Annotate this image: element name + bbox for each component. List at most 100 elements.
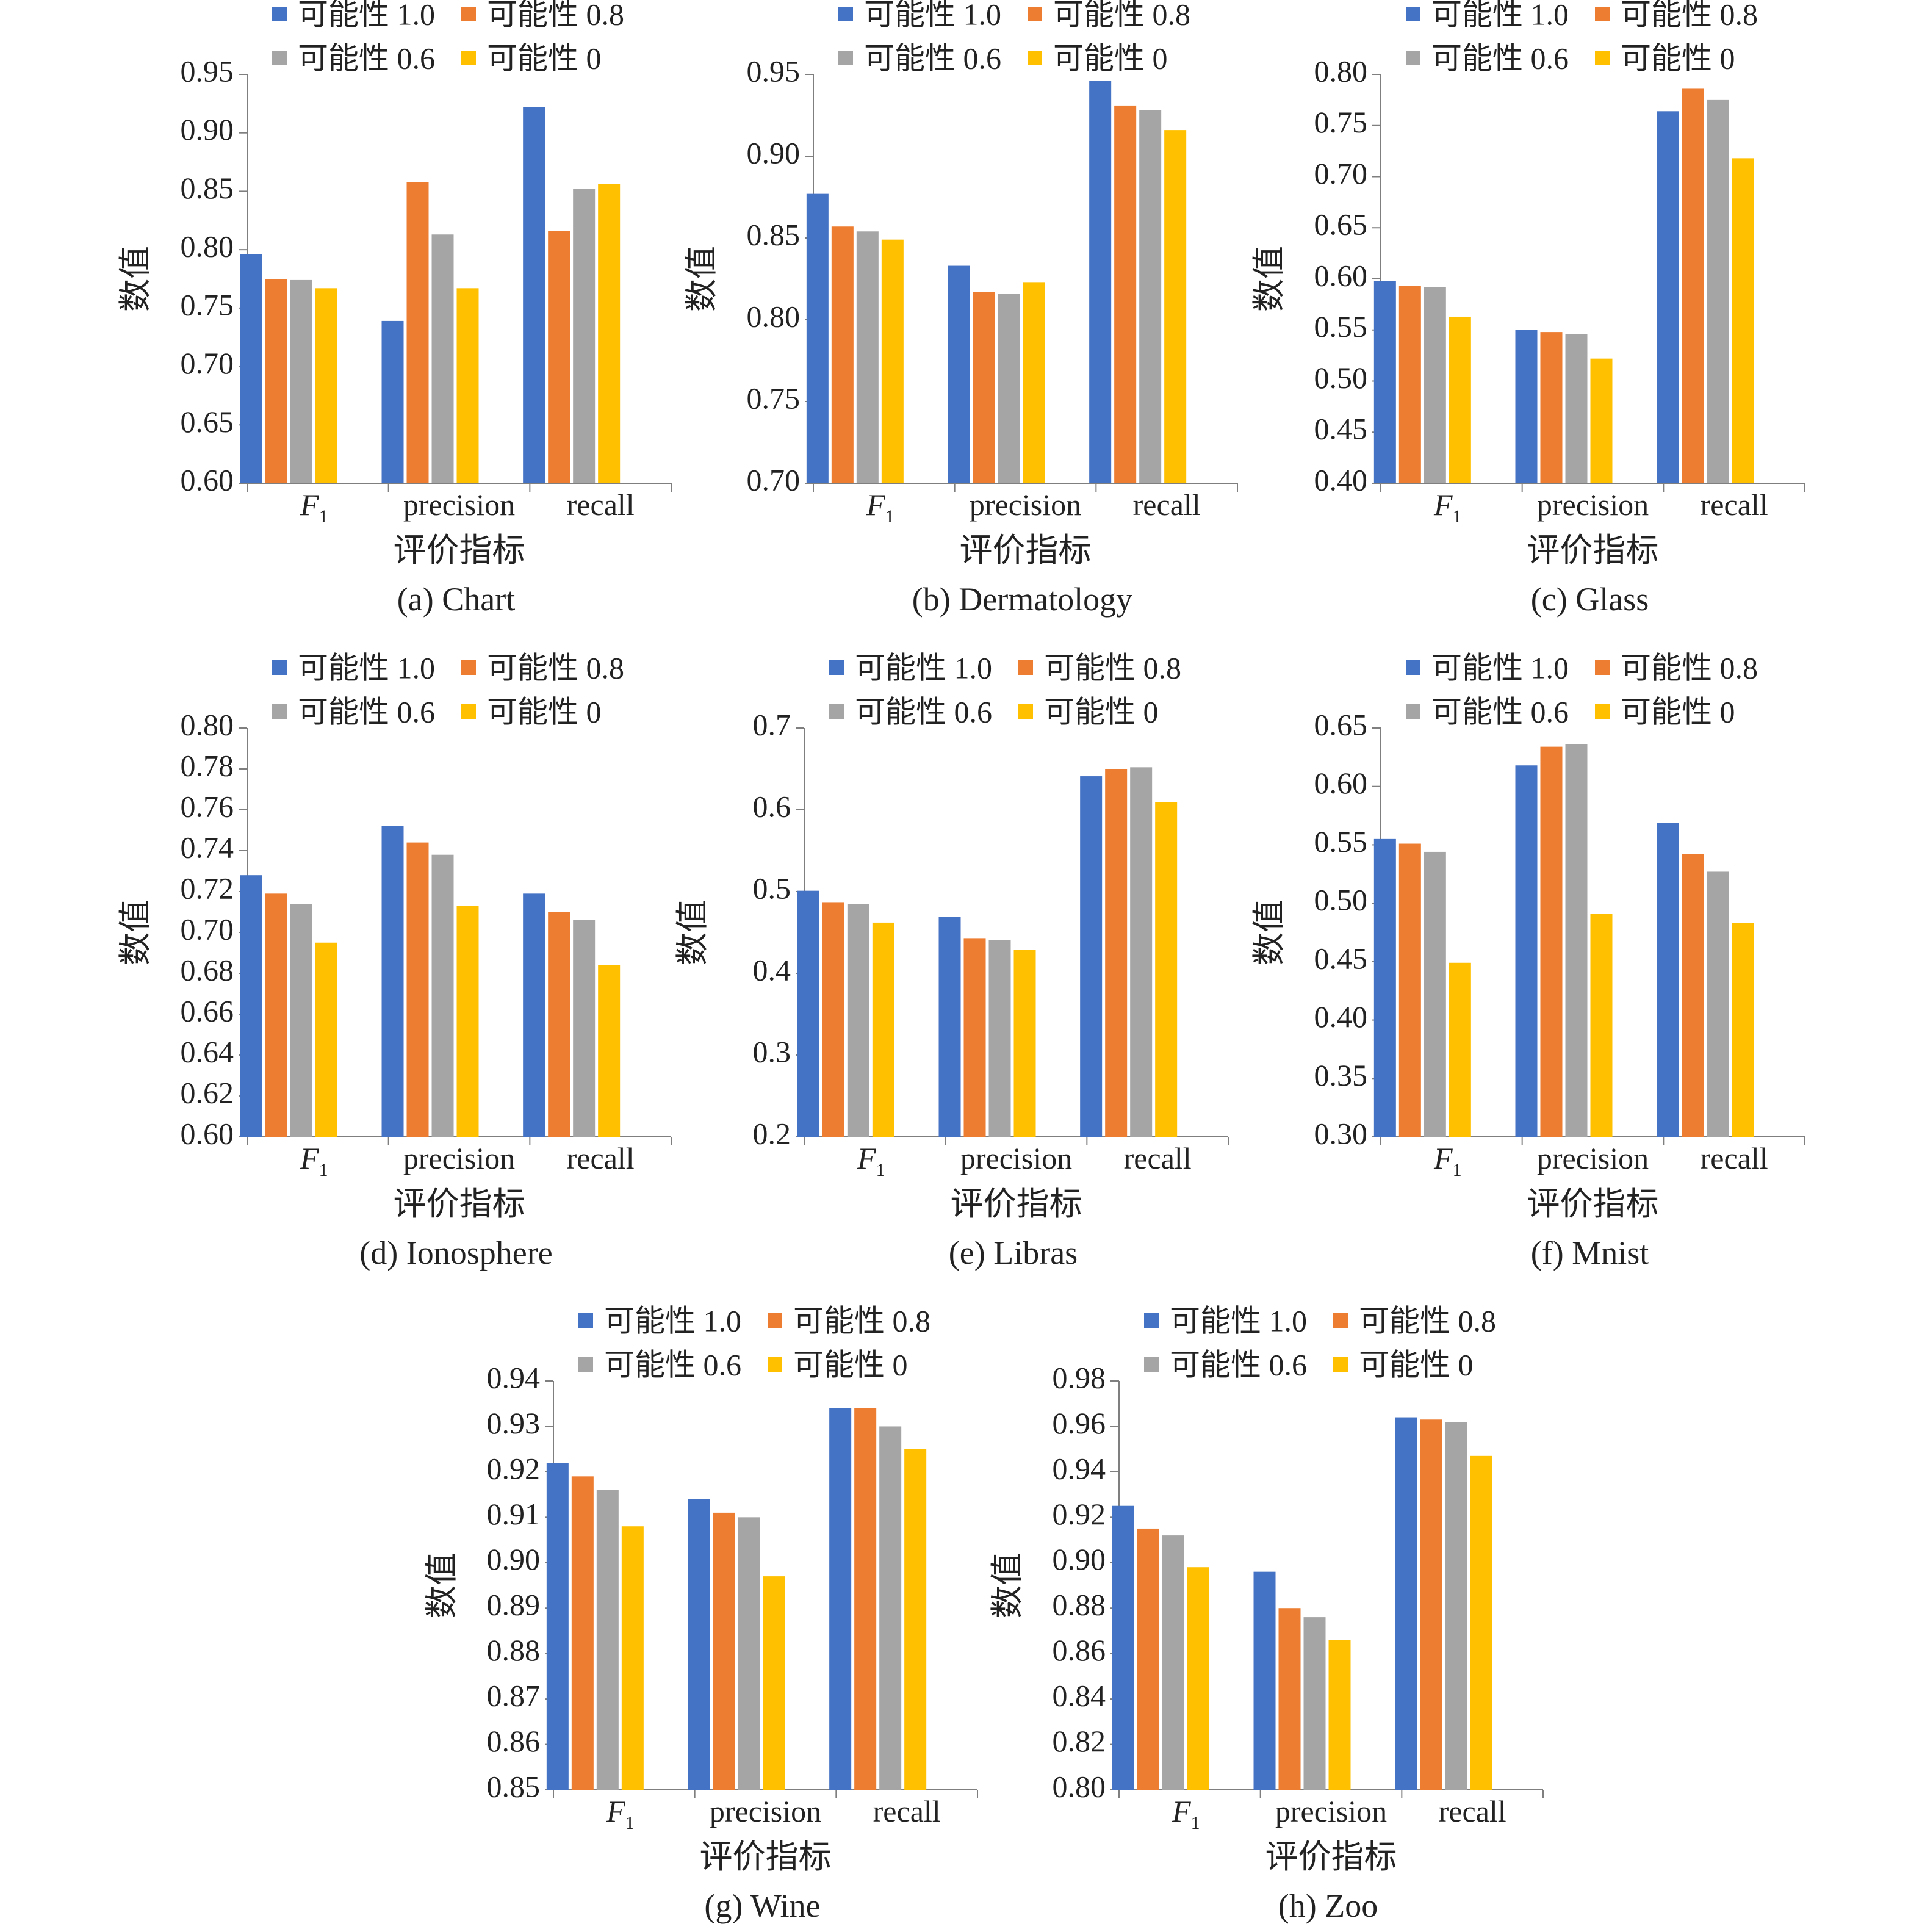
y-tick-label: 0.3 — [753, 1034, 791, 1069]
y-tick-label: 0.92 — [1053, 1497, 1106, 1531]
legend-swatch — [272, 51, 287, 65]
bar — [713, 1512, 735, 1790]
y-tick-label: 0.60 — [181, 463, 234, 497]
bar — [831, 226, 854, 483]
bar — [998, 294, 1020, 483]
legend-label: 可能性 1.0 — [298, 0, 435, 31]
legend-label: 可能性 0.6 — [1431, 694, 1569, 729]
bar — [1424, 851, 1446, 1137]
legend-label: 可能性 0.6 — [855, 694, 992, 729]
y-tick-label: 0.82 — [1053, 1724, 1106, 1758]
legend-swatch — [1018, 660, 1033, 675]
bar — [904, 1449, 927, 1790]
y-tick-label: 0.88 — [1053, 1588, 1106, 1622]
legend-label: 可能性 0.8 — [1044, 651, 1181, 685]
x-category-label: F1 — [866, 488, 894, 527]
x-category-label: recall — [1124, 1141, 1192, 1175]
y-axis-title: 数值 — [423, 1552, 460, 1618]
bar — [1515, 765, 1538, 1137]
y-tick-label: 0.70 — [747, 463, 801, 497]
bar — [548, 231, 570, 483]
panel-caption: (g) Wine — [704, 1887, 820, 1924]
y-tick-label: 0.86 — [1053, 1633, 1106, 1667]
bar — [1303, 1617, 1326, 1790]
legend-label: 可能性 0.8 — [1621, 651, 1758, 685]
y-tick-label: 0.91 — [487, 1497, 541, 1531]
bar — [381, 826, 404, 1137]
bar — [938, 917, 961, 1137]
y-tick-label: 0.80 — [181, 707, 234, 741]
bar — [1449, 316, 1471, 483]
y-tick-label: 0.60 — [1314, 766, 1368, 800]
bar — [1707, 871, 1729, 1137]
legend-label: 可能性 0.6 — [604, 1347, 741, 1382]
bar — [1328, 1640, 1351, 1790]
x-category-label: F1 — [1433, 1141, 1462, 1180]
bar — [1187, 1567, 1209, 1790]
chart-panel: 可能性 1.0 可能性 0.8 可能性 0.6 可能性 0 0.85 0.86 0.87 0.… — [423, 1303, 978, 1924]
y-tick-label: 0.96 — [1053, 1406, 1106, 1440]
bar — [1130, 767, 1153, 1137]
x-axis-title: 评价指标 — [951, 1186, 1082, 1222]
x-category-label: F1 — [1172, 1794, 1200, 1833]
legend-swatch — [1406, 51, 1420, 65]
bar — [290, 279, 312, 483]
x-category-label: F1 — [1433, 488, 1462, 527]
y-tick-label: 0.84 — [1053, 1679, 1106, 1713]
x-category-label: F1 — [606, 1794, 635, 1833]
y-tick-label: 0.50 — [1314, 361, 1368, 395]
panel-caption: (d) Ionosphere — [359, 1235, 552, 1271]
bar — [1398, 843, 1421, 1137]
y-tick-label: 0.50 — [1314, 883, 1368, 917]
bar — [1023, 282, 1045, 483]
chart-panel: 可能性 1.0 可能性 0.8 可能性 0.6 可能性 0 0.40 0.45 0.50 0.… — [1251, 0, 1805, 618]
y-tick-label: 0.64 — [181, 1034, 234, 1069]
bar — [806, 193, 829, 483]
y-axis-title: 数值 — [674, 899, 711, 965]
legend-label: 可能性 1.0 — [1431, 0, 1569, 31]
bar — [315, 942, 337, 1137]
legend-swatch — [1144, 1313, 1159, 1328]
y-tick-label: 0.86 — [487, 1724, 541, 1758]
legend-label: 可能性 0 — [1621, 41, 1735, 75]
x-category-label: F1 — [300, 1141, 328, 1180]
legend-swatch — [829, 704, 844, 719]
panel-caption: (e) Libras — [949, 1235, 1078, 1271]
x-category-label: recall — [1439, 1794, 1506, 1828]
legend-swatch — [272, 660, 287, 675]
y-tick-label: 0.40 — [1314, 1000, 1368, 1034]
y-tick-label: 0.85 — [181, 171, 234, 205]
legend-swatch — [1406, 7, 1420, 21]
bar — [523, 893, 545, 1137]
chart-panel: 可能性 1.0 可能性 0.8 可能性 0.6 可能性 0 0.60 0.65 0.70 0.… — [117, 0, 672, 618]
chart-panel: 可能性 1.0 可能性 0.8 可能性 0.6 可能性 0 0.80 0.82 0.84 0.… — [989, 1303, 1544, 1924]
bar — [621, 1526, 644, 1790]
y-tick-label: 0.2 — [753, 1116, 791, 1150]
y-tick-label: 0.70 — [1314, 156, 1368, 190]
bar — [847, 904, 869, 1137]
bar — [963, 938, 986, 1137]
legend-swatch — [1595, 660, 1610, 675]
x-axis-title: 评价指标 — [1527, 1186, 1659, 1222]
y-tick-label: 0.76 — [181, 789, 234, 823]
legend-label: 可能性 0.8 — [1359, 1303, 1496, 1338]
y-tick-label: 0.40 — [1314, 463, 1368, 497]
y-tick-label: 0.45 — [1314, 412, 1368, 446]
bar — [596, 1490, 619, 1790]
y-tick-label: 0.94 — [1053, 1451, 1106, 1485]
legend-swatch — [829, 660, 844, 675]
y-tick-label: 0.94 — [487, 1360, 541, 1394]
bar — [1139, 110, 1162, 483]
x-category-label: precision — [1537, 488, 1649, 522]
x-category-label: precision — [1537, 1141, 1649, 1175]
bar — [1373, 281, 1396, 483]
bar — [1162, 1535, 1184, 1790]
bar — [1445, 1422, 1467, 1790]
bar — [1164, 130, 1187, 483]
legend-swatch — [1406, 660, 1420, 675]
bar — [1707, 99, 1729, 483]
bar — [879, 1426, 902, 1790]
y-tick-label: 0.89 — [487, 1588, 541, 1622]
y-tick-label: 0.55 — [1314, 309, 1368, 344]
chart-panel: 可能性 1.0 可能性 0.8 可能性 0.6 可能性 0 0.2 0.3 0.4 0.5 0.… — [674, 651, 1229, 1271]
